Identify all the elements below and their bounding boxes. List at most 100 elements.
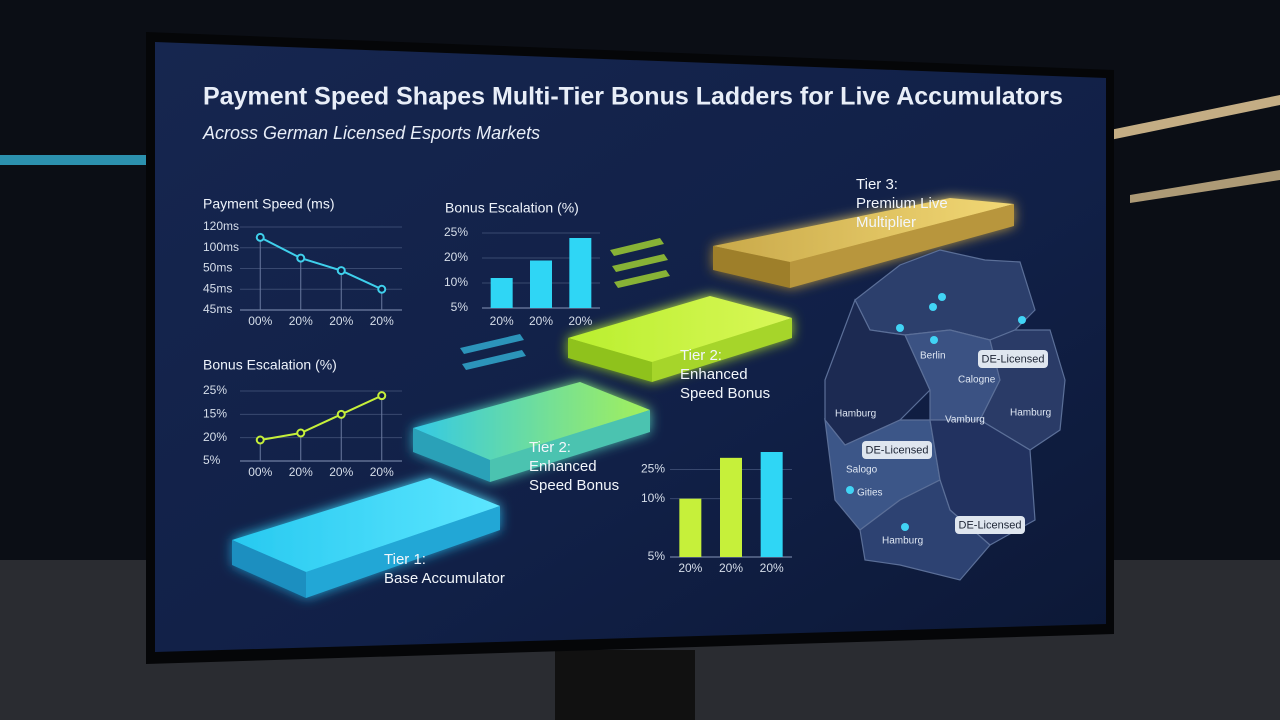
light-strip — [1130, 170, 1280, 203]
bar — [569, 238, 592, 308]
tier-name: Enhanced Speed Bonus — [529, 458, 619, 494]
slab — [232, 478, 500, 572]
speed-streaks — [460, 238, 670, 370]
bar — [530, 260, 552, 308]
slab — [568, 338, 652, 382]
y-tick-label: 25% — [641, 462, 665, 476]
y-tick-label: 10% — [444, 275, 468, 289]
x-tick-label: 20% — [329, 465, 353, 479]
x-tick-label: 00% — [248, 314, 272, 328]
y-tick-label: 20% — [444, 250, 468, 264]
line — [259, 236, 383, 291]
slab — [232, 540, 306, 598]
point — [377, 391, 387, 401]
y-tick-label: 5% — [648, 549, 666, 563]
y-tick-label: 15% — [203, 407, 227, 421]
badge-bg — [862, 441, 932, 459]
slab — [652, 318, 792, 382]
x-tick-label: 20% — [370, 314, 394, 328]
y-tick-label: 5% — [203, 453, 221, 467]
map-dots — [846, 293, 1026, 531]
streak — [462, 350, 526, 370]
slab — [306, 506, 500, 598]
streak — [460, 334, 524, 354]
y-tick-label: 100ms — [203, 240, 239, 254]
y-tick-label: 5% — [451, 300, 469, 314]
dot — [929, 303, 937, 311]
tier-label: Tier 3: — [856, 176, 898, 193]
y-tick-label: 20% — [203, 430, 227, 444]
tier-label: Tier 2: — [529, 439, 571, 456]
chart-title: Payment Speed (ms) — [203, 196, 335, 212]
badge: DE-Licensed — [866, 444, 929, 456]
tier-name: Base Accumulator — [384, 570, 505, 587]
slab — [413, 382, 650, 460]
point — [336, 266, 346, 276]
badge: DE-Licensed — [959, 519, 1022, 531]
x-tick-label: 00% — [248, 465, 272, 479]
badge-bg — [978, 350, 1048, 368]
bar — [720, 457, 742, 557]
bar — [490, 278, 513, 308]
city-label: Hamburg — [882, 536, 923, 547]
city-label: Salogo — [846, 465, 878, 476]
point — [336, 409, 346, 419]
point — [255, 232, 265, 242]
monitor-stand — [555, 650, 695, 720]
dot — [846, 486, 854, 494]
dot — [1018, 316, 1026, 324]
tier-name: Enhanced Speed Bonus — [680, 366, 770, 402]
streak — [610, 238, 664, 256]
streak — [612, 254, 668, 272]
x-tick-label: 20% — [289, 314, 313, 328]
city-label: Hamburg — [835, 409, 876, 420]
dot — [901, 523, 909, 531]
tier-label: Tier 2: — [680, 347, 722, 364]
slab — [568, 296, 792, 362]
badge-bg — [955, 516, 1025, 534]
x-tick-label: 20% — [568, 314, 592, 328]
slab — [413, 428, 490, 482]
light-strip — [0, 155, 150, 165]
x-tick-label: 20% — [719, 561, 743, 575]
point — [296, 428, 306, 438]
slab — [490, 410, 650, 482]
title: Payment Speed Shapes Multi-Tier Bonus La… — [203, 83, 1063, 111]
chart-title: Bonus Escalation (%) — [203, 357, 337, 373]
tier-label: Tier 1: — [384, 551, 426, 568]
city-label: Gities — [857, 488, 883, 499]
streak — [614, 270, 670, 288]
city-label: Calogne — [958, 375, 996, 386]
line — [260, 394, 383, 441]
tier-slabs — [232, 198, 1014, 598]
dot — [896, 324, 904, 332]
light-strip — [1110, 95, 1280, 140]
city-label: Hamburg — [1010, 408, 1051, 419]
bar — [760, 452, 783, 557]
x-tick-label: 20% — [760, 561, 784, 575]
point — [296, 253, 306, 263]
bar — [679, 498, 702, 557]
y-tick-label: 45ms — [203, 302, 232, 316]
point — [377, 284, 387, 294]
point — [255, 435, 265, 445]
y-tick-label: 45ms — [203, 281, 232, 295]
x-tick-label: 20% — [289, 465, 313, 479]
dot — [938, 293, 946, 301]
y-tick-label: 120ms — [203, 219, 239, 233]
badge: DE-Licensed — [982, 353, 1045, 365]
tier-name: Premium Live Multiplier — [856, 195, 948, 231]
city-label: Vamburg — [945, 415, 985, 426]
region — [859, 479, 991, 581]
x-tick-label: 20% — [490, 314, 514, 328]
city-label: Berlin — [920, 351, 946, 362]
subtitle: Across German Licensed Esports Markets — [202, 123, 540, 143]
slab — [790, 204, 1014, 288]
slab — [713, 198, 1014, 262]
x-tick-label: 20% — [529, 314, 553, 328]
slab — [713, 246, 790, 288]
x-tick-label: 20% — [370, 465, 394, 479]
y-tick-label: 25% — [203, 383, 227, 397]
